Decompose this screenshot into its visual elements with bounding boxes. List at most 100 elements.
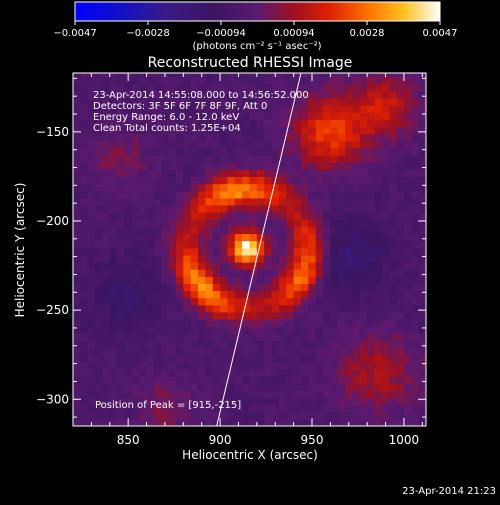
heatmap-cell [403,311,412,320]
heatmap-cell [278,105,287,113]
heatmap-cell [337,133,346,142]
heatmap-cell [183,212,192,220]
heatmap-cell [286,162,295,170]
heatmap-cell [168,233,177,242]
heatmap-cell [220,319,229,327]
heatmap-cell [330,212,339,220]
heatmap-cell [146,411,155,420]
heatmap-cell [264,83,273,92]
heatmap-cell [161,240,170,249]
heatmap-cell [175,73,184,78]
heatmap-cell [315,269,324,277]
heatmap-cell [374,247,383,256]
heatmap-cell [175,212,184,220]
heatmap-cell [205,397,214,406]
heatmap-cell [87,290,96,299]
heatmap-cell [315,290,324,299]
heatmap-cell [300,119,309,128]
heatmap-cell [205,290,214,299]
heatmap-cell [323,333,331,342]
heatmap-cell [308,276,317,284]
heatmap-cell [249,73,258,78]
heatmap-cell [396,383,405,391]
heatmap-cell [220,190,229,199]
heatmap-cell [389,390,398,399]
heatmap-cell [212,162,221,170]
heatmap-cell [124,190,133,199]
heatmap-cell [131,368,140,377]
heatmap-cell [389,304,398,313]
heatmap-cell [396,162,405,170]
heatmap-cell [198,269,206,277]
heatmap-cell [330,276,339,284]
heatmap-cell [139,233,148,242]
heatmap-cell [80,83,89,92]
heatmap-cell [264,212,273,220]
heatmap-cell [168,133,177,142]
heatmap-cell [183,162,192,170]
heatmap-cell [249,226,258,235]
heatmap-cell [183,119,192,128]
heatmap-cell [220,197,229,206]
heatmap-cell [109,233,118,242]
heatmap-cell [315,105,324,113]
heatmap-cell [337,190,346,199]
heatmap-cell [300,190,309,199]
heatmap-cell [205,340,214,349]
heatmap-cell [198,83,206,92]
heatmap-cell [198,183,206,192]
heatmap-cell [308,126,317,135]
heatmap-cell [80,326,89,334]
heatmap-cell [95,183,104,192]
heatmap-cell [87,76,96,85]
heatmap-cell [403,418,412,426]
heatmap-cell [359,269,368,277]
heatmap-cell [345,140,354,149]
heatmap-cell [315,254,324,263]
heatmap-cell [367,397,376,406]
heatmap-cell [220,233,229,242]
heatmap-cell [139,155,148,163]
heatmap-cell [146,140,155,149]
heatmap-cell [146,212,155,220]
heatmap-cell [102,361,111,370]
heatmap-cell [381,290,390,299]
heatmap-cell [359,347,368,356]
heatmap-cell [153,276,162,284]
heatmap-cell [205,326,214,334]
heatmap-cell [205,254,214,263]
heatmap-cell [403,269,412,277]
heatmap-cell [337,383,346,391]
heatmap-cell [153,155,162,163]
heatmap-cell [102,112,111,120]
heatmap-cell [403,247,412,256]
heatmap-cell [139,297,148,306]
heatmap-cell [117,347,126,356]
heatmap-cell [153,261,162,270]
heatmap-cell [286,276,295,284]
heatmap-cell [205,240,214,249]
heatmap-cell [95,326,104,334]
heatmap-cell [256,233,265,242]
heatmap-cell [161,361,170,370]
y-tick-label: −300 [36,392,69,406]
heatmap-cell [234,333,243,342]
heatmap-cell [198,326,206,334]
heatmap-cell [139,169,148,177]
heatmap-cell [315,397,324,406]
heatmap-cell [403,219,412,227]
heatmap-cell [146,176,155,185]
heatmap-cell [102,226,111,235]
heatmap-cell [87,254,96,263]
heatmap-cell [220,418,229,426]
heatmap-cell [175,155,184,163]
heatmap-cell [256,404,265,413]
heatmap-cell [87,105,96,113]
heatmap-cell [337,254,346,263]
heatmap-cell [278,404,287,413]
heatmap-cell [73,219,81,227]
heatmap-cell [139,176,148,185]
heatmap-cell [183,319,192,327]
heatmap-cell [161,83,170,92]
heatmap-cell [381,90,390,99]
